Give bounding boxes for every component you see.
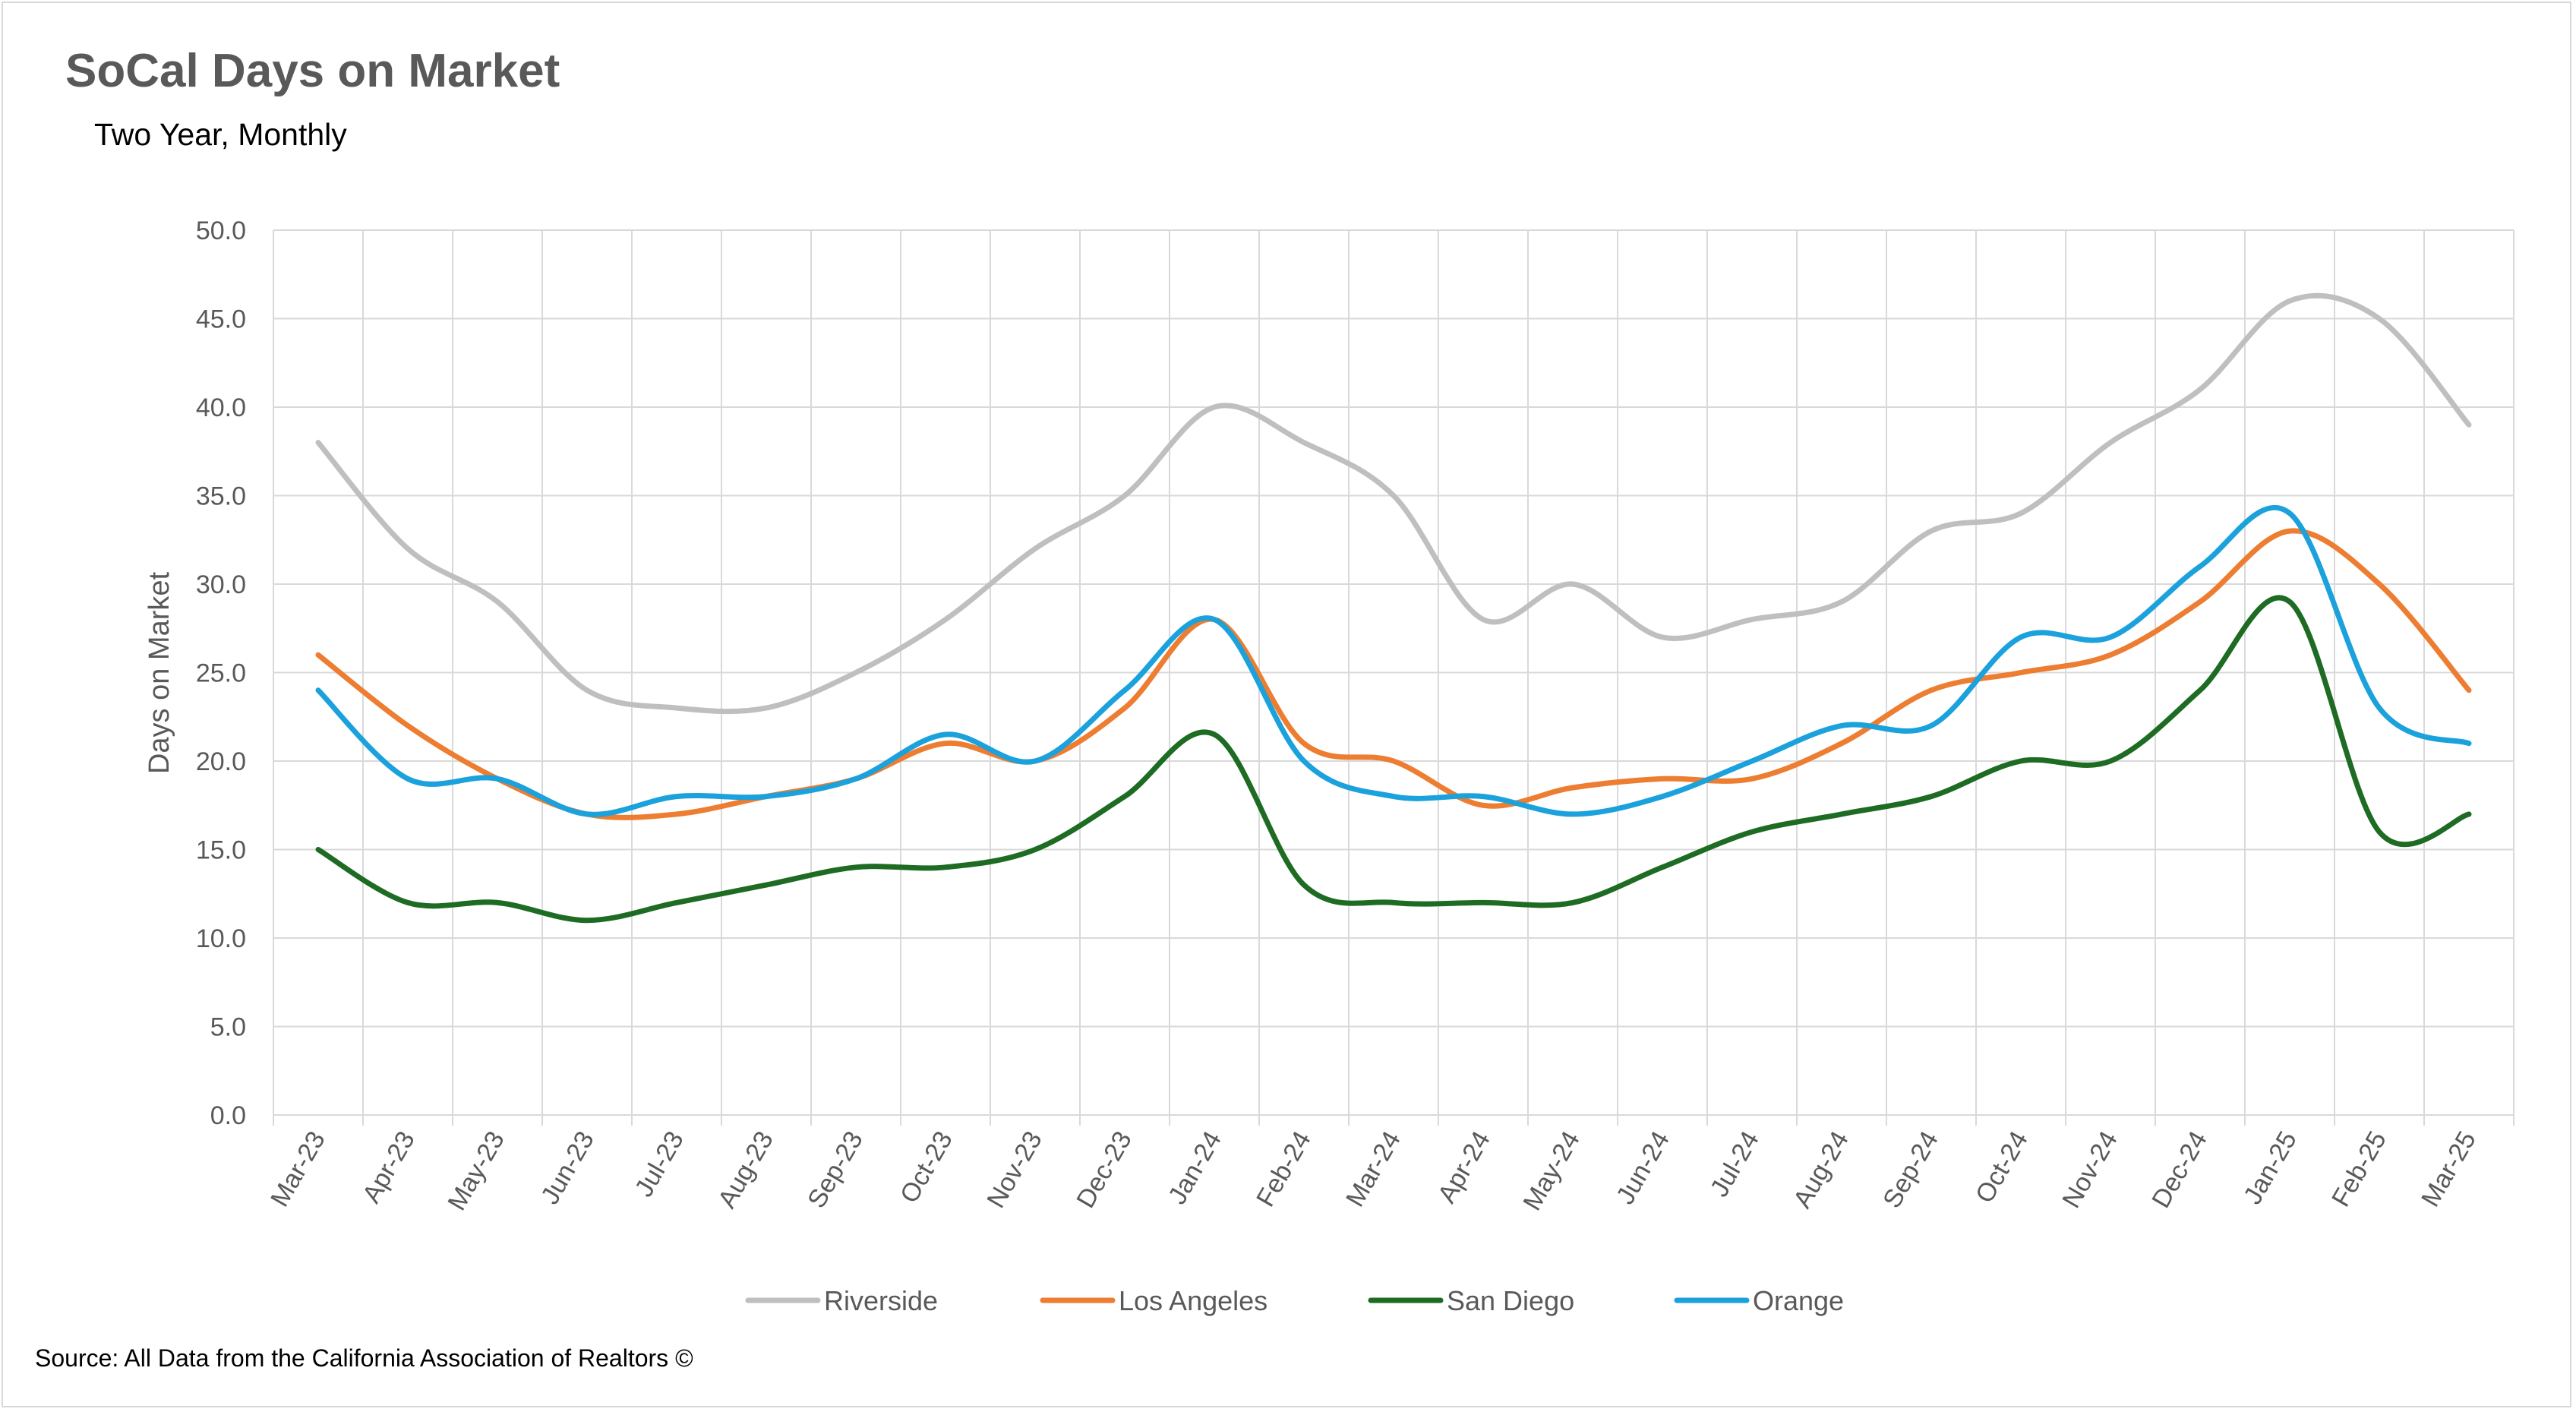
y-tick-label: 0.0 [210,1101,246,1130]
x-tick-label: May-23 [442,1126,510,1215]
x-tick-label: Oct-24 [1970,1126,2034,1208]
y-tick-label: 15.0 [196,836,246,865]
legend-label: Riverside [824,1285,938,1316]
x-tick-label: Apr-23 [357,1126,421,1208]
series-line-orange [315,504,2472,817]
legend-label: San Diego [1447,1285,1574,1316]
legend: Riverside Los Angeles San Diego Orange [745,1285,1844,1316]
series-line-riverside [315,292,2472,715]
x-tick-label: Dec-24 [2146,1126,2213,1213]
series-line-san-diego [315,595,2472,924]
source-note: Source: All Data from the California Ass… [35,1344,693,1372]
x-tick-label: Oct-23 [895,1126,958,1208]
legend-label: Los Angeles [1119,1285,1267,1316]
legend-item-riverside: Riverside [745,1285,938,1316]
y-tick-label: 40.0 [196,393,246,422]
gridlines [273,229,2514,1126]
x-tick-label: Jan-25 [2238,1126,2303,1209]
series-line-los-angeles [315,528,2472,820]
legend-item-los-angeles: Los Angeles [1040,1285,1267,1316]
x-tick-label: Mar-24 [1340,1126,1406,1211]
y-axis-ticks: 0.0 5.0 10.0 15.0 20.0 25.0 30.0 35.0 40.0 45.0 50… [196,216,246,1130]
y-tick-label: 30.0 [196,570,246,599]
series-lines [315,292,2472,924]
legend-item-san-diego: San Diego [1368,1285,1574,1316]
x-axis-ticks: Mar-23 Apr-23 May-23 Jun-23 Jul-23 Aug-23 Sep-… [265,1126,2482,1215]
x-tick-label: Aug-23 [712,1126,779,1213]
y-tick-label: 25.0 [196,659,246,688]
x-tick-label: Sep-24 [1877,1126,1944,1213]
x-tick-label: Aug-24 [1788,1126,1855,1213]
y-tick-label: 5.0 [210,1013,246,1042]
x-tick-label: Jul-24 [1705,1126,1765,1202]
x-tick-label: May-24 [1517,1126,1586,1215]
x-tick-label: Jun-23 [535,1126,600,1209]
y-axis-title: Days on Market [144,572,175,775]
y-tick-label: 50.0 [196,216,246,245]
x-tick-label: Feb-24 [1251,1126,1317,1211]
x-tick-label: Apr-24 [1432,1126,1496,1208]
legend-item-orange: Orange [1674,1285,1844,1316]
x-tick-label: Dec-23 [1071,1126,1138,1213]
legend-label: Orange [1753,1285,1844,1316]
y-tick-label: 35.0 [196,482,246,511]
x-tick-label: Feb-25 [2326,1126,2392,1211]
x-tick-label: Nov-23 [981,1126,1048,1213]
y-tick-label: 10.0 [196,924,246,953]
chart-title: SoCal Days on Market [65,45,560,97]
y-tick-label: 20.0 [196,747,246,776]
x-tick-label: Mar-23 [265,1126,331,1211]
chart-subtitle: Two Year, Monthly [94,117,347,152]
x-tick-label: Jul-23 [630,1126,690,1202]
x-tick-label: Jun-24 [1611,1126,1675,1209]
x-tick-label: Jan-24 [1163,1126,1227,1209]
y-tick-label: 45.0 [196,305,246,334]
x-tick-label: Sep-23 [802,1126,869,1213]
x-tick-label: Mar-25 [2416,1126,2482,1211]
x-tick-label: Nov-24 [2057,1126,2123,1213]
